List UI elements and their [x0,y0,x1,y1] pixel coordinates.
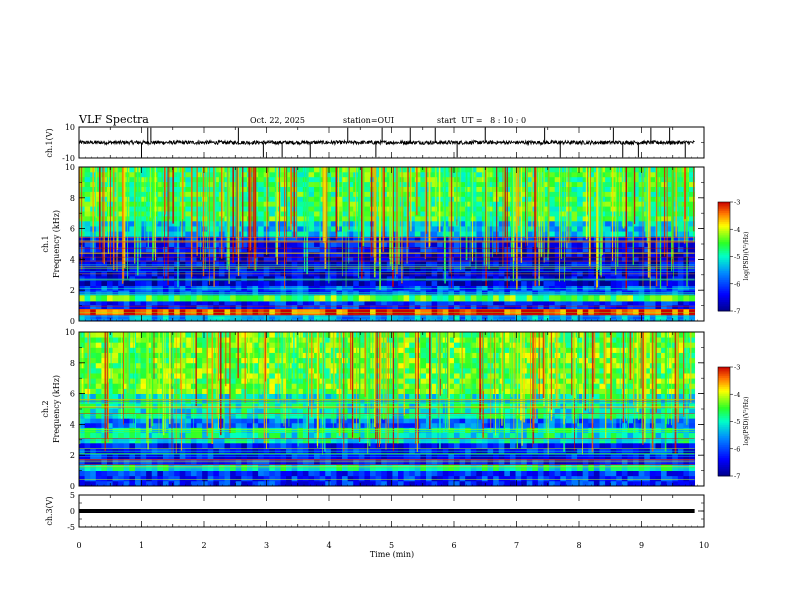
y-tick-label: 0 [70,317,75,326]
spectrogram-sferics [78,167,695,321]
colorbar-tick-label: -4 [734,391,740,399]
y-tick-label: 0 [70,507,75,516]
y-tick-label: 10 [65,328,75,337]
y-tick-label: 6 [70,390,75,399]
y-tick-label: 6 [70,225,75,234]
ch1-spectrogram-panel: 0 2 4 6 8 10 [65,163,705,326]
colorbar-tick-label: -7 [734,473,740,481]
colorbar-tick-label: -4 [734,226,740,234]
date-label: Oct. 22, 2025 [250,116,305,125]
ch1-spectrogram-ylabel-frequency: Frequency (kHz) [52,210,61,278]
ch2-spectrogram-ylabel-frequency: Frequency (kHz) [52,375,61,443]
y-tick-label: 10 [65,163,75,172]
y-tick-label: 4 [70,420,75,429]
ch2-colorbar-label: log(PSD)(V²/Hz) [743,397,750,446]
colorbar-tick-label: -6 [734,445,740,453]
y-tick-label: 2 [70,451,75,460]
x-tick-label: 9 [639,541,644,550]
y-tick-label: 2 [70,286,75,295]
x-tick-label: 8 [576,541,581,550]
ch3-waveform-panel: 5 0 -5 [67,491,705,532]
ch1-waveform-panel: 10 -10 [62,123,705,163]
ch3-waveform-ylabel: ch.3(V) [45,496,54,525]
y-tick-label: 0 [70,482,75,491]
y-tick-label: 10 [65,123,75,132]
colorbar-tick-label: -7 [734,308,740,316]
ch2-colorbar: -3 -4 -5 -6 -7 [717,364,740,481]
x-tick-label: 5 [389,541,394,550]
x-tick-label: 3 [264,541,269,550]
x-tick-label: 6 [451,541,456,550]
ch2-spectrogram-ylabel-channel: ch.2 [41,400,50,417]
y-tick-label: -10 [62,154,75,163]
colorbar-tick-label: -5 [734,418,740,426]
x-tick-label: 10 [699,541,709,550]
colorbar-tick-label: -5 [734,253,740,261]
x-tick-label: 2 [201,541,206,550]
y-tick-label: 4 [70,255,75,264]
y-tick-label: 8 [70,359,75,368]
spectrogram-cells [79,332,696,487]
x-tick-label: 0 [76,541,81,550]
colorbar-tick-label: -6 [734,280,740,288]
start-time-label: start UT = 8 : 10 : 0 [437,116,526,125]
spectrogram-sferics [78,332,695,480]
x-tick-label: 4 [326,541,331,550]
spectrogram-cells [79,167,696,322]
colorbar-tick-label: -3 [734,364,740,372]
chart-title: VLF Spectra [78,113,149,126]
y-tick-label: -5 [67,523,75,532]
ch1-waveform-ylabel: ch.1(V) [45,128,54,157]
y-tick-label: 8 [70,194,75,203]
time-axis: 0 1 2 3 4 5 6 7 8 9 10 [76,541,709,550]
ch2-spectrogram-panel: 0 2 4 6 8 10 [65,328,705,491]
colorbar-tick-label: -3 [734,199,740,207]
station-label: station=OUI [343,116,394,125]
ch1-colorbar: -3 -4 -5 -6 -7 [717,199,740,316]
x-axis-label: Time (min) [370,550,414,559]
x-tick-label: 1 [139,541,144,550]
ch1-waveform-line [78,139,695,147]
x-tick-label: 7 [514,541,519,550]
y-tick-label: 5 [70,491,75,500]
ch1-spectrogram-ylabel-channel: ch.1 [41,235,50,252]
ch1-colorbar-label: log(PSD)(V²/Hz) [743,232,750,281]
